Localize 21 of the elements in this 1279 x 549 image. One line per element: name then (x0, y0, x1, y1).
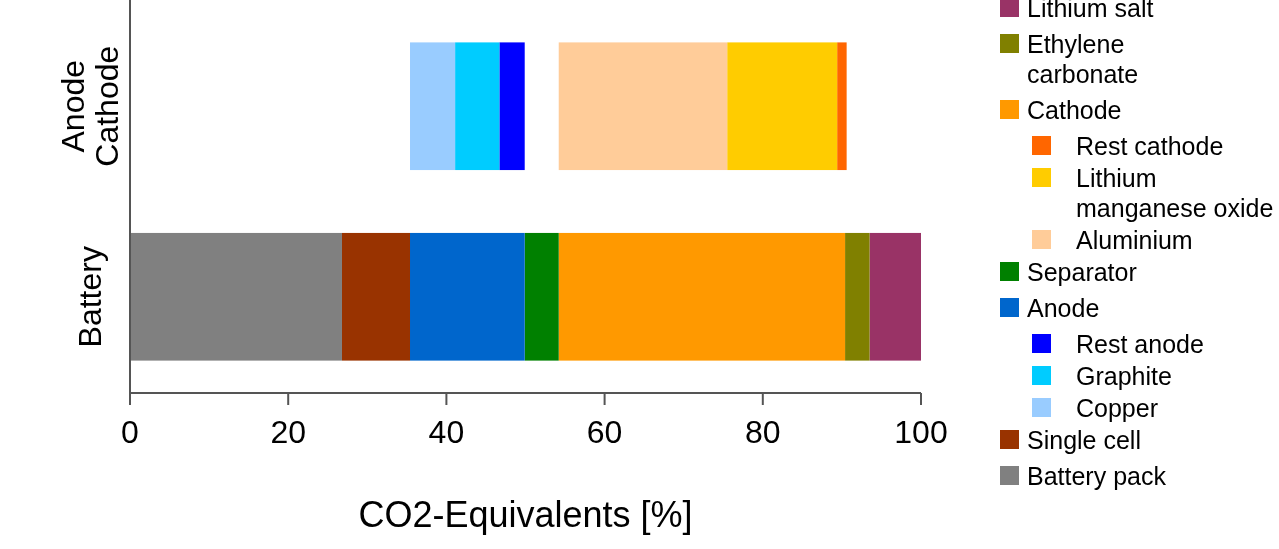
legend-label: Lithium manganese oxide (1076, 164, 1274, 222)
legend-label: Cathode (1027, 96, 1122, 124)
legend-label: Ethylene carbonate (1027, 30, 1139, 88)
legend-label: Rest cathode (1076, 132, 1224, 160)
legend-label: Battery pack (1027, 462, 1167, 490)
y-tick-label: Battery (72, 246, 108, 348)
x-tick-label: 0 (121, 414, 139, 450)
legend-label: Copper (1076, 394, 1158, 422)
y-tick-label: Anode Cathode (55, 45, 125, 167)
legend-label: Anode (1027, 294, 1100, 322)
legend-label: Graphite (1076, 362, 1172, 390)
x-tick-label: 40 (428, 414, 465, 450)
x-tick-label: 100 (894, 414, 948, 450)
legend-label: Rest anode (1076, 330, 1204, 358)
legend-label: Separator (1027, 258, 1137, 286)
legend-label: Aluminium (1076, 226, 1193, 254)
x-tick-label: 20 (270, 414, 306, 450)
x-axis-title: CO2-Equivalents [%] (358, 494, 693, 535)
x-tick-label: 60 (586, 414, 623, 450)
legend-label: Single cell (1027, 426, 1141, 454)
x-tick-label: 80 (745, 414, 781, 450)
